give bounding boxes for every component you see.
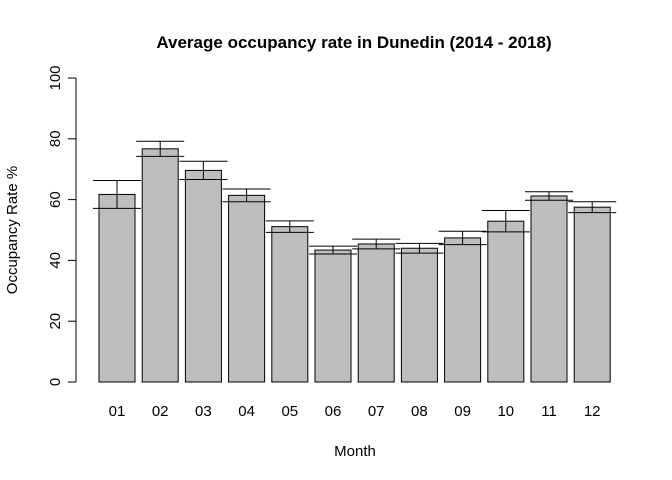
bar-03 xyxy=(184,169,222,383)
x-tick-label: 03 xyxy=(195,403,212,420)
y-tick-label: 40 xyxy=(47,252,64,269)
y-axis: 0 20 40 60 80 100 xyxy=(47,65,77,386)
x-tick-label: 10 xyxy=(497,403,514,420)
x-tick-label: 05 xyxy=(281,403,298,420)
x-tick-label: 06 xyxy=(325,403,342,420)
x-tick-label: 09 xyxy=(454,403,471,420)
bar-08 xyxy=(400,247,438,383)
y-axis-label: Occupancy Rate % xyxy=(4,166,21,294)
y-tick-label: 80 xyxy=(47,130,64,147)
x-tick-label: 02 xyxy=(152,403,169,420)
error-bars-group xyxy=(93,140,617,255)
x-tick-label: 11 xyxy=(541,403,557,420)
x-tick-label: 08 xyxy=(411,403,428,420)
y-tick-label: 60 xyxy=(47,191,64,208)
x-axis-label: Month xyxy=(334,443,376,460)
bar-05 xyxy=(271,226,309,383)
bar-04 xyxy=(228,194,266,383)
x-tick-label: 01 xyxy=(109,403,126,420)
bar-06 xyxy=(314,249,352,383)
bar-11 xyxy=(530,195,568,383)
bars-group xyxy=(98,148,611,383)
y-tick-label: 20 xyxy=(47,313,64,330)
x-tick-label: 04 xyxy=(238,403,255,420)
bar-12 xyxy=(573,206,611,383)
bar-09 xyxy=(444,237,482,383)
bar-02 xyxy=(141,148,179,383)
x-tick-label: 12 xyxy=(584,403,601,420)
y-tick-label: 0 xyxy=(47,378,64,386)
bar-10 xyxy=(487,220,525,383)
chart-title: Average occupancy rate in Dunedin (2014 … xyxy=(156,33,551,52)
y-tick-label: 100 xyxy=(47,65,64,90)
bar-01 xyxy=(98,193,136,383)
x-tick-label: 07 xyxy=(368,403,385,420)
x-tick-labels: 01 02 03 04 05 06 07 08 09 10 11 12 xyxy=(109,403,601,420)
bar-07 xyxy=(357,243,395,383)
